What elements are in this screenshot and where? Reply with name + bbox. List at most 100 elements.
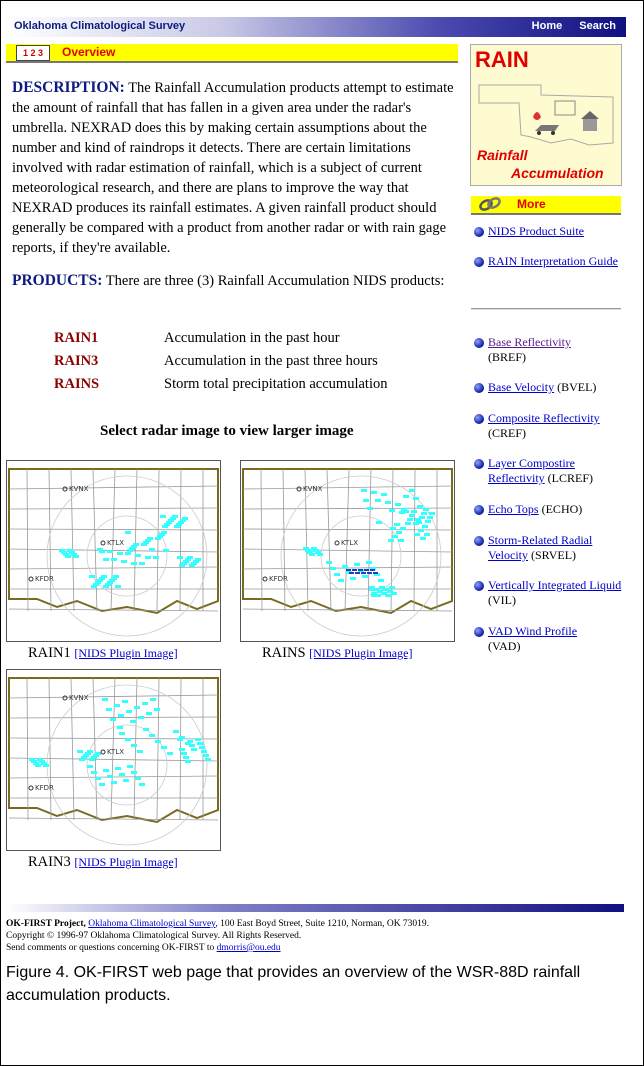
product-link-item: Base Velocity (BVEL) <box>474 380 624 395</box>
footer-bar <box>6 904 624 912</box>
product-abbr: (CREF) <box>488 426 527 440</box>
product-code: RAIN3 <box>54 353 99 369</box>
rain-logo-line2: Accumulation <box>511 165 604 181</box>
product-abbr: (LCREF) <box>547 471 593 485</box>
product-link-item: Echo Tops (ECHO) <box>474 502 624 517</box>
divider <box>471 308 621 310</box>
vad-wind-profile-link[interactable]: VAD Wind Profile <box>488 624 578 638</box>
house-icon <box>583 119 597 131</box>
product-abbr: (BREF) <box>488 350 527 364</box>
vertically-integrated-liquid-link[interactable]: Vertically Integrated Liquid <box>488 578 622 592</box>
layer-composite-reflectivity-link[interactable]: Layer Compostire Reflectivity <box>488 456 575 485</box>
radar-station-label: KVNX <box>69 485 89 493</box>
products-heading: PRODUCTS: <box>12 272 103 289</box>
page-footer: OK-FIRST Project, Oklahoma Climatologica… <box>6 918 429 954</box>
radar-station-label: KTLX <box>107 748 124 756</box>
rain-logo-title: RAIN <box>475 47 529 72</box>
rains-map-thumbnail[interactable]: KVNX KTLX KFDR <box>240 460 455 642</box>
bullet-icon <box>474 227 484 237</box>
rain-accumulation-logo: RAIN Rainfall Accumulation <box>470 44 622 186</box>
radar-station-label: KTLX <box>341 539 358 547</box>
description-paragraph: DESCRIPTION: The Rainfall Accumulation p… <box>12 78 457 258</box>
rain3-map-thumbnail[interactable]: KVNX KTLX KFDR <box>6 669 221 851</box>
rain1-map-thumbnail[interactable]: KVNX KTLX KFDR <box>6 460 221 642</box>
radar-station-label: KFDR <box>35 575 54 583</box>
products-paragraph: PRODUCTS: There are three (3) Rainfall A… <box>12 271 452 291</box>
bullet-icon <box>474 536 484 546</box>
base-velocity-link[interactable]: Base Velocity <box>488 380 555 394</box>
rain1-plugin-link[interactable]: [NIDS Plugin Image] <box>74 646 178 660</box>
rain3-caption: RAIN3 [NIDS Plugin Image] <box>28 854 178 871</box>
site-title[interactable]: Oklahoma Climatological Survey <box>14 20 186 32</box>
base-reflectivity-link[interactable]: Base Reflectivity <box>488 335 571 349</box>
product-link-item: Storm-Related Radial Velocity (SRVEL) <box>474 533 624 563</box>
echo-tops-link[interactable]: Echo Tops <box>488 502 539 516</box>
product-abbr: (BVEL) <box>557 380 597 394</box>
top-nav: Home Search <box>518 20 616 32</box>
footer-project: OK-FIRST Project, <box>6 919 86 929</box>
description-body: The Rainfall Accumulation products attem… <box>12 80 454 256</box>
overview-label: Overview <box>62 45 116 59</box>
product-abbr: (SRVEL) <box>531 548 577 562</box>
bullet-icon <box>474 414 484 424</box>
footer-address: , 100 East Boyd Street, Suite 1210, Norm… <box>215 919 430 929</box>
description-heading: DESCRIPTION: <box>12 79 125 96</box>
footer-org-link[interactable]: Oklahoma Climatological Survey <box>88 919 216 929</box>
rain1-caption: RAIN1 [NIDS Plugin Image] <box>28 645 178 662</box>
overview-icon: 1 2 3 <box>16 45 50 61</box>
product-abbr: (VAD) <box>488 639 521 653</box>
bullet-icon <box>474 627 484 637</box>
fire-icon <box>533 112 541 120</box>
overview-section-header: 1 2 3 Overview <box>6 44 458 63</box>
footer-contact: Send comments or questions concerning OK… <box>6 943 215 953</box>
product-link-item: VAD Wind Profile (VAD) <box>474 624 624 654</box>
product-desc: Accumulation in the past hour <box>164 330 340 346</box>
composite-reflectivity-link[interactable]: Composite Reflectivity <box>488 411 600 425</box>
select-instruction: Select radar image to view larger image <box>100 423 354 439</box>
map-name: RAINS <box>262 645 306 661</box>
bullet-icon <box>474 459 484 469</box>
product-abbr: (ECHO) <box>541 502 583 516</box>
product-abbr: (VIL) <box>488 593 516 607</box>
nids-product-suite-link[interactable]: NIDS Product Suite <box>488 224 584 238</box>
product-desc: Accumulation in the past three hours <box>164 353 378 369</box>
bullet-icon <box>474 257 484 267</box>
figure-caption: Figure 4. OK-FIRST web page that provide… <box>6 964 581 1004</box>
product-desc: Storm total precipitation accumulation <box>164 376 388 392</box>
map-name: RAIN3 <box>28 854 71 870</box>
bullet-icon <box>474 505 484 515</box>
footer-copyright: Copyright © 1996-97 Oklahoma Climatologi… <box>6 931 302 941</box>
rain-interpretation-guide-link[interactable]: RAIN Interpretation Guide <box>488 254 618 268</box>
more-link-item: RAIN Interpretation Guide <box>474 254 624 269</box>
storm-related-radial-velocity-link[interactable]: Storm-Related Radial Velocity <box>488 533 593 562</box>
radar-station-label: KFDR <box>269 575 288 583</box>
radar-station-label: KVNX <box>303 485 323 493</box>
rains-caption: RAINS [NIDS Plugin Image] <box>262 645 412 662</box>
bullet-icon <box>474 338 484 348</box>
top-banner: Oklahoma Climatological Survey Home Sear… <box>6 17 626 37</box>
radar-station-label: KFDR <box>35 784 54 792</box>
product-link-item: Layer Compostire Reflectivity (LCREF) <box>474 456 624 486</box>
more-link-item: NIDS Product Suite <box>474 224 624 239</box>
bullet-icon <box>474 383 484 393</box>
product-link-item: Base Reflectivity (BREF) <box>474 335 624 365</box>
rain-logo-line1: Rainfall <box>477 147 528 163</box>
chain-link-icon <box>479 197 501 211</box>
car-icon <box>535 125 559 131</box>
radar-station-label: KVNX <box>69 694 89 702</box>
radar-station-label: KTLX <box>107 539 124 547</box>
product-link-item: Composite Reflectivity (CREF) <box>474 411 624 441</box>
rains-plugin-link[interactable]: [NIDS Plugin Image] <box>309 646 413 660</box>
bullet-icon <box>474 581 484 591</box>
search-link[interactable]: Search <box>579 20 616 32</box>
product-code: RAINS <box>54 376 100 392</box>
map-name: RAIN1 <box>28 645 71 661</box>
more-section-header: More <box>471 196 621 215</box>
rain3-plugin-link[interactable]: [NIDS Plugin Image] <box>74 855 178 869</box>
product-code: RAIN1 <box>54 330 99 346</box>
footer-email-link[interactable]: dmorris@ou.edu <box>216 943 281 953</box>
products-body: There are three (3) Rainfall Accumulatio… <box>105 273 445 289</box>
product-link-item: Vertically Integrated Liquid (VIL) <box>474 578 624 608</box>
home-link[interactable]: Home <box>531 20 563 32</box>
oklahoma-outline-icon <box>478 84 614 146</box>
